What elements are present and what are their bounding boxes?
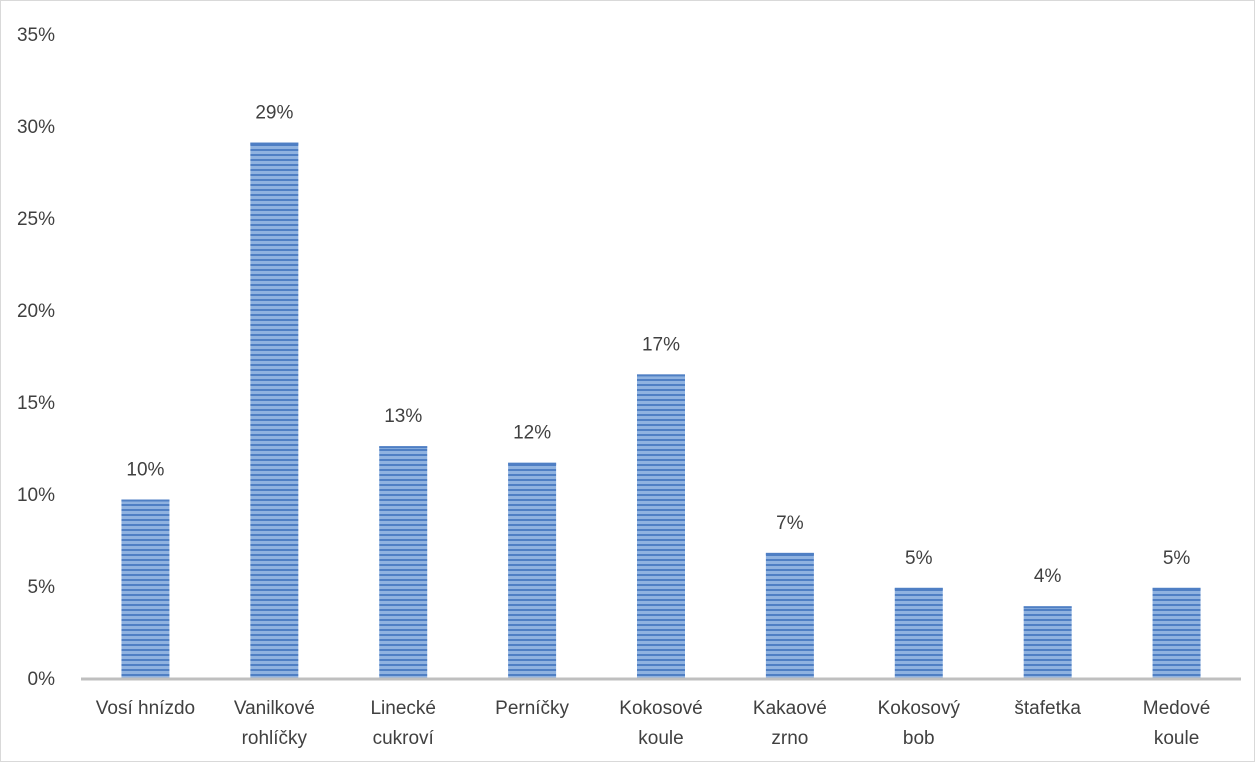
data-label: 10% [126, 460, 164, 481]
y-tick-label: 30% [17, 117, 55, 138]
y-tick-label: 10% [17, 485, 55, 506]
y-tick-label: 20% [17, 301, 55, 322]
bar [765, 552, 814, 678]
y-tick-label: 5% [28, 577, 56, 598]
x-category-label: zrno [771, 728, 808, 749]
data-label: 5% [1163, 548, 1191, 569]
y-tick-label: 25% [17, 209, 55, 230]
x-category-label: cukroví [373, 728, 435, 749]
x-category-label: koule [1154, 728, 1199, 749]
x-category-label: Linecké [370, 698, 436, 719]
x-category-label: koule [638, 728, 683, 749]
bar [379, 446, 428, 678]
y-axis-tick-labels: 0% 5% 10% 15% 20% 25% 30% 35% [17, 25, 55, 690]
x-category-label: Kokosový [878, 698, 961, 719]
x-category-label: Perníčky [495, 698, 569, 719]
data-label: 12% [513, 423, 551, 444]
bar-top-edge [765, 552, 814, 555]
data-label: 17% [642, 334, 680, 355]
data-label: 13% [384, 406, 422, 427]
bar [1023, 606, 1072, 678]
data-label: 5% [905, 548, 933, 569]
bar [1152, 587, 1201, 678]
data-labels: 10% 29% 13% 12% 17% 7% 5% 4% 5% [126, 103, 1190, 588]
bar-top-edge [508, 462, 557, 465]
bar-top-edge [379, 446, 428, 449]
x-category-label: Kokosové [619, 698, 702, 719]
bar-top-edge [894, 587, 943, 590]
bar [637, 374, 685, 678]
y-tick-label: 0% [28, 669, 56, 690]
bar [121, 499, 170, 678]
bar-top-edge [121, 499, 170, 502]
x-category-label: bob [903, 728, 935, 749]
bar-top-edge [1023, 606, 1072, 609]
bar [250, 142, 299, 678]
x-category-label: Vosí hnízdo [96, 698, 195, 719]
x-category-label: Vanilkové [234, 698, 315, 719]
x-axis-category-labels: Vosí hnízdo Vanilkové rohlíčky Linecké cukro… [96, 698, 1211, 749]
bar [508, 462, 557, 678]
y-tick-label: 15% [17, 393, 55, 414]
bar-top-edge [1152, 587, 1201, 590]
data-label: 7% [776, 513, 804, 534]
bars [121, 142, 1201, 678]
data-label: 29% [255, 103, 293, 124]
x-category-label: rohlíčky [242, 728, 308, 749]
bar-top-edge [637, 374, 685, 377]
data-label: 4% [1034, 566, 1062, 587]
bar [894, 587, 943, 678]
bar-top-edge [250, 142, 299, 145]
y-tick-label: 35% [17, 25, 55, 46]
x-category-label: štafetka [1014, 698, 1081, 719]
x-category-label: Medové [1143, 698, 1211, 719]
x-category-label: Kakaové [753, 698, 827, 719]
